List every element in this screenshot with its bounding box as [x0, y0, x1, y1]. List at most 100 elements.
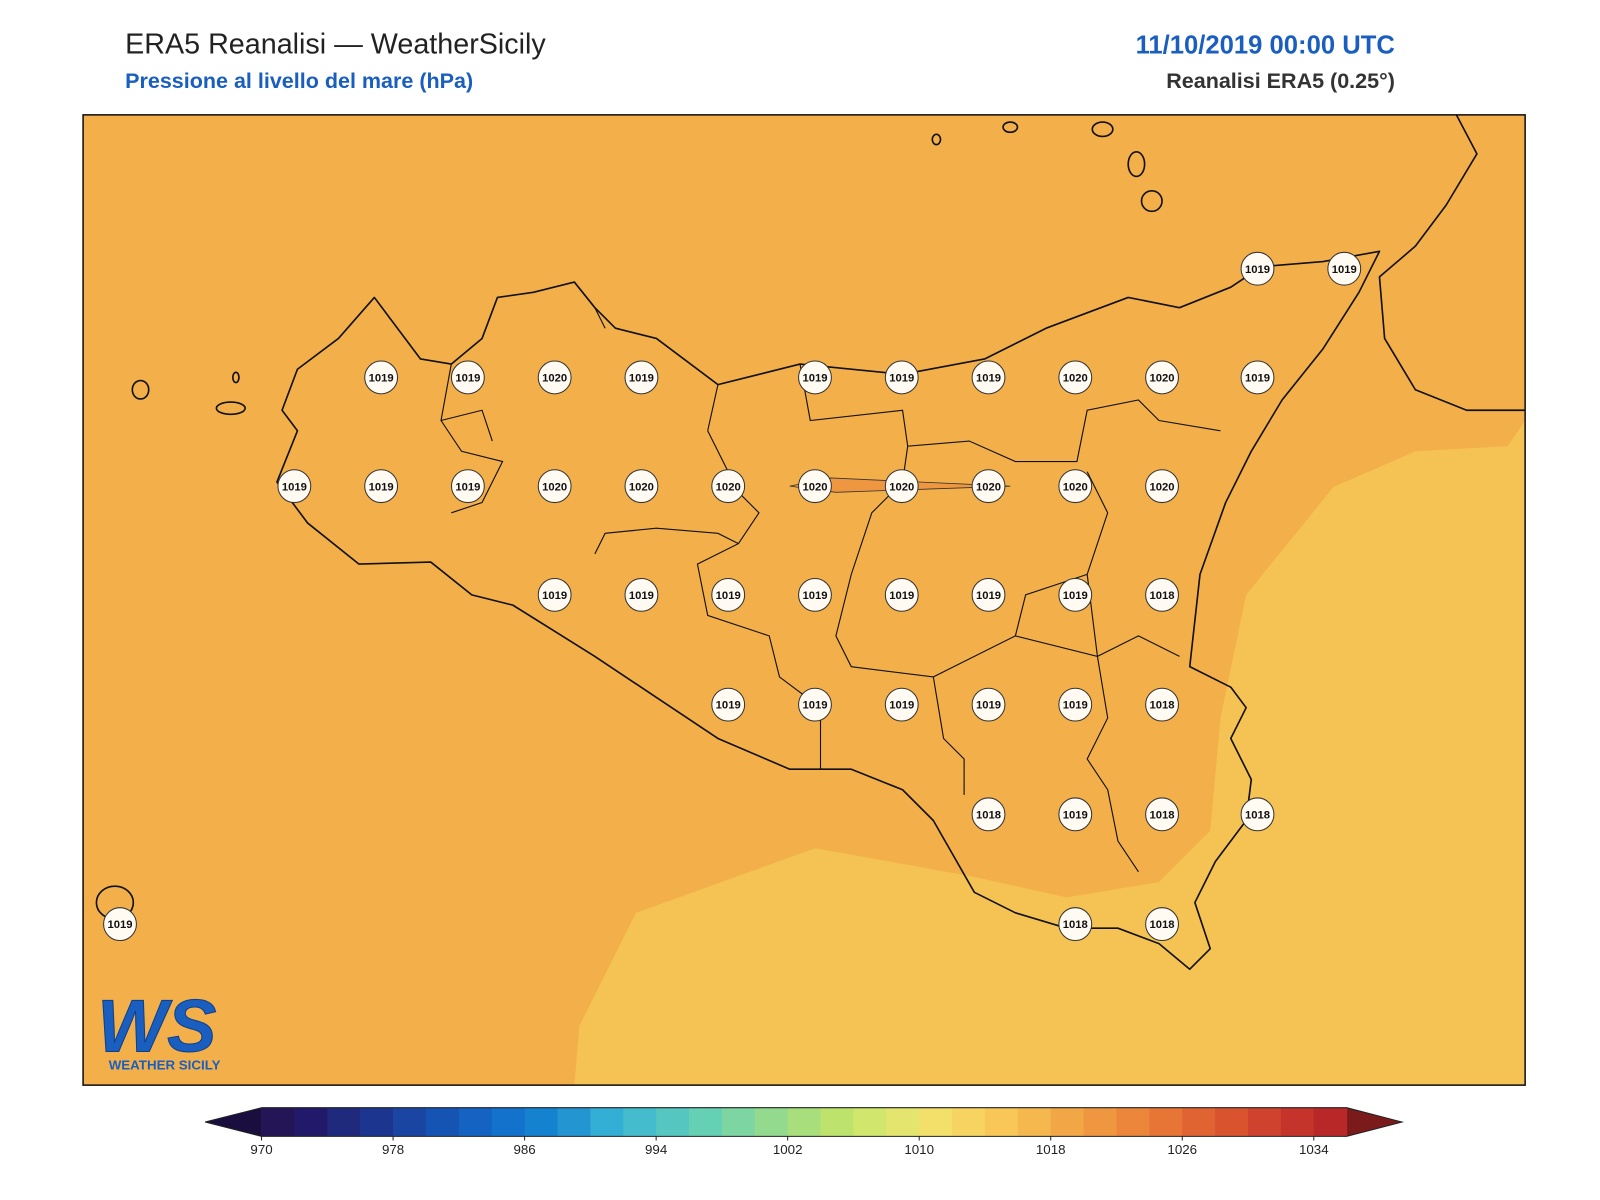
station-value: 1019 [1063, 590, 1088, 602]
station-value: 1019 [976, 700, 1001, 712]
station-marker [450, 360, 485, 395]
station-value: 1018 [1245, 809, 1270, 821]
field-low [574, 420, 1526, 1086]
colorbar-segment [590, 1107, 624, 1137]
colorbar-segment [787, 1107, 822, 1137]
map: 1019 1019 1019 1019 1020 1019 1019 1019 1019 1020… [82, 114, 1526, 1086]
colorbar-tick-label: 970 [250, 1142, 272, 1157]
colorbar-tick-label: 978 [382, 1142, 404, 1157]
station-value: 1019 [1063, 809, 1088, 821]
station-value: 1019 [802, 590, 827, 602]
station-value: 1019 [369, 373, 394, 385]
colorbar-segment [984, 1107, 1019, 1137]
station-marker [971, 469, 1006, 504]
station-value: 1019 [1245, 264, 1270, 276]
colorbar-segment [1280, 1107, 1315, 1137]
colorbar-segment [557, 1107, 591, 1137]
station-marker [1145, 687, 1179, 722]
colorbar-segment [919, 1107, 953, 1137]
station-value: 1019 [802, 373, 827, 385]
station-marker [798, 360, 832, 395]
colorbar-segment [425, 1107, 460, 1137]
colorbar-segment [721, 1107, 756, 1137]
coastline [276, 250, 1381, 971]
station-marker [884, 577, 919, 612]
station-value: 1019 [107, 919, 132, 931]
station-marker [537, 360, 572, 395]
colorbar-tick-label: 986 [513, 1142, 535, 1157]
station-marker [364, 469, 399, 504]
colorbar-segment [261, 1107, 295, 1137]
colorbar-segment [1248, 1107, 1282, 1137]
station-value: 1019 [889, 700, 914, 712]
station-value: 1020 [1063, 481, 1088, 493]
colorbar-segment [853, 1107, 887, 1137]
colorbar-segment [360, 1107, 394, 1137]
colorbar-segment [1116, 1107, 1150, 1137]
station-value: 1019 [802, 700, 827, 712]
station-value: 1020 [1150, 481, 1175, 493]
colorbar-segment [491, 1107, 526, 1137]
station-marker [711, 577, 746, 612]
station-marker [1240, 797, 1275, 832]
station-value: 1020 [542, 373, 567, 385]
station-value: 1019 [716, 590, 741, 602]
station-marker [884, 687, 919, 722]
colorbar-segment [1313, 1107, 1348, 1137]
station-value: 1019 [889, 590, 914, 602]
colorbar-segment [458, 1107, 493, 1137]
colorbar-segment [524, 1107, 558, 1137]
colorbar-segment [754, 1107, 789, 1137]
station-marker [798, 577, 832, 612]
colorbar-segment [1050, 1107, 1085, 1137]
colorbar-segment [1017, 1107, 1052, 1137]
station-value: 1019 [1332, 264, 1357, 276]
station-value: 1019 [1245, 373, 1270, 385]
colorbar: 970 978 986 994 1002 1010 1018 1026 1034 [205, 1107, 1405, 1157]
station-marker [624, 469, 659, 504]
station-marker [1240, 251, 1275, 286]
station-value: 1020 [542, 481, 567, 493]
colorbar-segment [393, 1107, 427, 1137]
datetime: 11/10/2019 00:00 UTC [1136, 31, 1395, 59]
station-marker [711, 469, 746, 504]
station-marker [1145, 797, 1179, 832]
station-marker [624, 360, 659, 395]
station-value: 1019 [889, 373, 914, 385]
station-value: 1018 [1150, 700, 1175, 712]
colorbar-tick-label: 1034 [1299, 1142, 1329, 1157]
station-value: 1018 [1150, 919, 1175, 931]
colorbar-over [1346, 1107, 1403, 1137]
station-marker [1240, 360, 1275, 395]
station-marker [1145, 907, 1179, 942]
colorbar-tick-label: 1010 [904, 1142, 934, 1157]
title: ERA5 Reanalisi — WeatherSicily [125, 28, 546, 60]
station-marker [1058, 469, 1093, 504]
station-marker [971, 687, 1006, 722]
station-marker [450, 469, 485, 504]
station-marker [971, 577, 1006, 612]
station-marker [884, 469, 919, 504]
colorbar-segment [656, 1107, 690, 1137]
source: Reanalisi ERA5 (0.25°) [1166, 69, 1395, 93]
station-value: 1019 [976, 373, 1001, 385]
station-value: 1019 [1063, 700, 1088, 712]
station-value: 1020 [802, 481, 827, 493]
colorbar-segment [1149, 1107, 1183, 1137]
colorbar-segment [1083, 1107, 1118, 1137]
colorbar-segment [952, 1107, 986, 1137]
station-value: 1020 [976, 481, 1001, 493]
colorbar-segment [820, 1107, 854, 1137]
station-marker [103, 907, 137, 942]
station-value: 1020 [716, 481, 741, 493]
station-marker [1058, 907, 1093, 942]
station-marker [1058, 577, 1093, 612]
station-value: 1018 [1150, 809, 1175, 821]
colorbar-segment [1182, 1107, 1216, 1137]
station-marker [1058, 360, 1093, 395]
calabria [1378, 114, 1526, 412]
station-marker [1058, 797, 1093, 832]
logo-name: WEATHER SICILY [109, 1058, 221, 1073]
station-marker [537, 469, 572, 504]
